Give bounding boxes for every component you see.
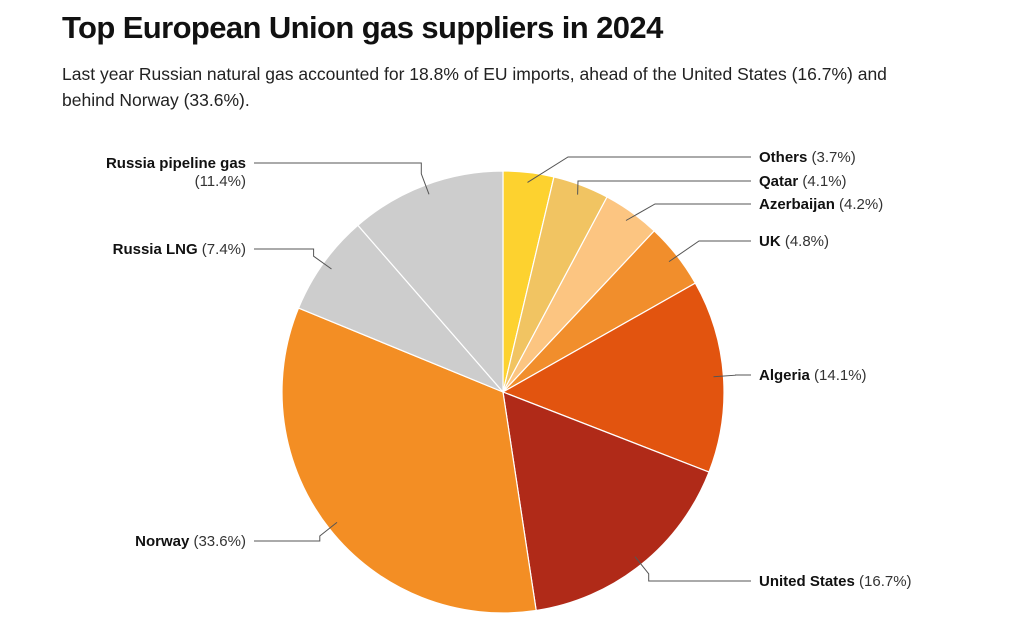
leader-line-russia-pipeline-gas bbox=[254, 162, 430, 195]
label-united-states: United States (16.7%) bbox=[759, 573, 912, 590]
leader-line-others bbox=[527, 156, 751, 183]
label-pct-russia-pipeline-gas: (11.4%) bbox=[195, 173, 246, 190]
leader-line-norway bbox=[254, 522, 338, 542]
label-russia-pipeline-gas: Russia pipeline gas bbox=[106, 155, 246, 172]
leader-line-qatar bbox=[577, 180, 751, 195]
label-others: Others (3.7%) bbox=[759, 149, 856, 166]
chart-title: Top European Union gas suppliers in 2024 bbox=[62, 10, 663, 45]
chart-subtitle: Last year Russian natural gas accounted … bbox=[62, 64, 887, 110]
leader-line-azerbaijan bbox=[625, 203, 751, 221]
leader-line-algeria bbox=[713, 374, 751, 378]
slice-labels: Others (3.7%) Qatar (4.1%) Azerbaijan (4.2… bbox=[106, 149, 912, 590]
pie-slices bbox=[281, 170, 725, 614]
label-qatar: Qatar (4.1%) bbox=[759, 173, 847, 190]
label-uk: UK (4.8%) bbox=[759, 233, 829, 250]
label-norway: Norway (33.6%) bbox=[135, 533, 246, 550]
label-algeria: Algeria (14.1%) bbox=[759, 367, 867, 384]
leader-lines bbox=[254, 156, 751, 582]
label-russia-lng: Russia LNG (7.4%) bbox=[113, 241, 246, 258]
label-azerbaijan: Azerbaijan (4.2%) bbox=[759, 196, 883, 213]
leader-line-russia-lng bbox=[254, 248, 332, 270]
leader-line-uk bbox=[668, 240, 751, 263]
leader-line-united-states bbox=[634, 556, 751, 582]
